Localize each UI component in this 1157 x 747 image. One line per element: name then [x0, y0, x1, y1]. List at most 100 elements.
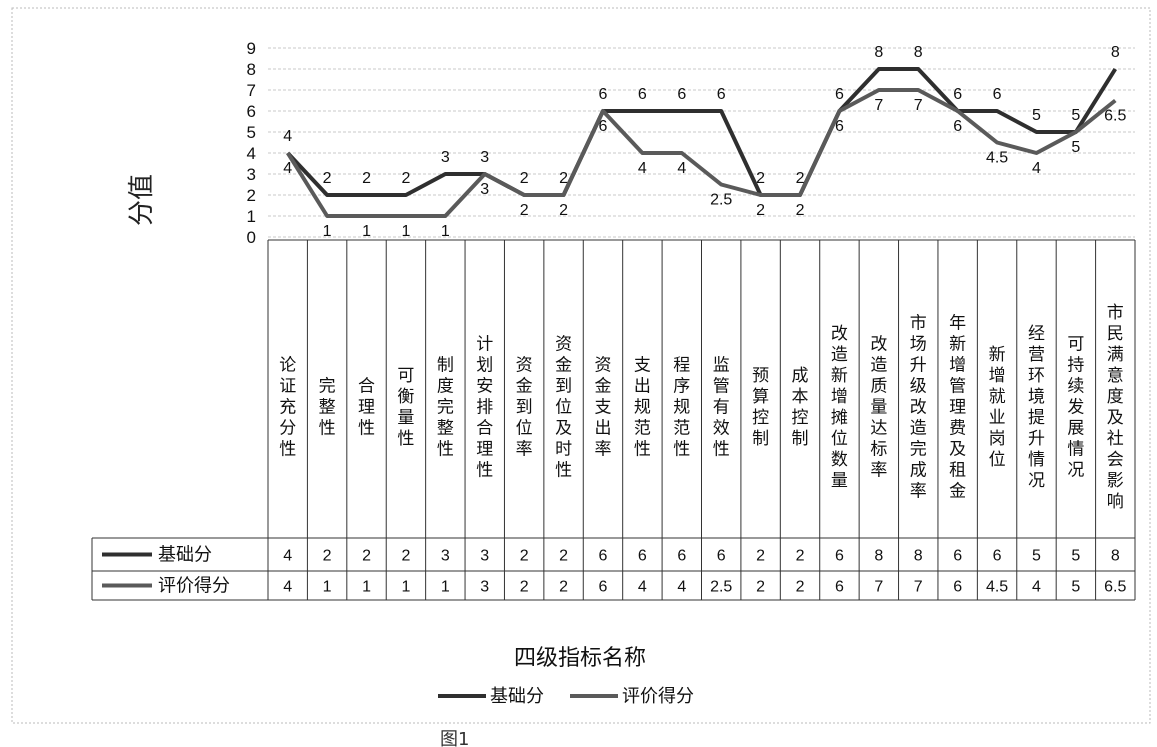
data-label: 6	[717, 86, 726, 103]
category-char: 况	[1028, 471, 1045, 491]
data-label: 6	[599, 118, 608, 135]
category-char: 增	[831, 387, 848, 407]
category-char: 量	[831, 471, 848, 491]
category-char: 率	[910, 482, 927, 502]
table-cell: 4	[283, 548, 292, 565]
data-label: 6	[953, 118, 962, 135]
category-char: 造	[910, 419, 927, 439]
category-char: 升	[910, 356, 927, 376]
category-char: 社	[1107, 429, 1124, 449]
category-char: 响	[1107, 492, 1124, 512]
data-label: 6	[993, 86, 1002, 103]
category-char: 制	[437, 356, 454, 376]
category-char: 合	[358, 377, 375, 397]
category-char: 新	[949, 335, 966, 355]
category-char: 改	[870, 335, 887, 355]
category-char: 增	[949, 356, 966, 376]
category-char: 性	[713, 440, 730, 460]
category-char: 量	[397, 408, 414, 428]
y-tick-label: 6	[247, 102, 256, 121]
data-label: 2	[756, 170, 765, 187]
table-cell: 4	[638, 579, 647, 596]
figure-caption: 图1	[440, 729, 469, 747]
y-axis-title: 分值	[127, 174, 157, 226]
category-char: 理	[476, 440, 493, 460]
legend: 基础分 评价得分	[438, 686, 694, 707]
category-char: 时	[555, 440, 572, 460]
data-label: 2	[796, 170, 805, 187]
category-char: 发	[1067, 398, 1084, 418]
category-char: 改	[831, 324, 848, 344]
data-label: 6	[677, 86, 686, 103]
category-char: 预	[752, 366, 769, 386]
data-label: 1	[323, 223, 332, 240]
category-char: 金	[555, 356, 572, 376]
table-cell: 4	[1032, 579, 1041, 596]
table-cell: 3	[441, 548, 450, 565]
data-label: 1	[401, 223, 410, 240]
category-char: 资	[555, 335, 572, 355]
data-label: 4	[283, 160, 292, 177]
table-cell: 4	[677, 579, 686, 596]
data-table: 论证充分性完整性合理性可衡量性制度完整性计划安排合理性资金到位率资金到位及时性资…	[91, 239, 1136, 601]
y-tick-label: 0	[247, 228, 256, 247]
category-char: 满	[1107, 345, 1124, 365]
category-char: 持	[1067, 356, 1084, 376]
table-cell: 1	[323, 579, 332, 596]
category-char: 年	[949, 314, 966, 334]
category-char: 新	[989, 345, 1006, 365]
category-char: 可	[1067, 335, 1084, 355]
table-cell: 3	[480, 579, 489, 596]
category-char: 展	[1067, 419, 1084, 439]
table-cell: 8	[914, 548, 923, 565]
table-cell: 2	[756, 579, 765, 596]
data-label: 5	[1071, 139, 1080, 156]
category-char: 情	[1028, 450, 1045, 470]
data-label: 7	[874, 97, 883, 114]
table-cell: 7	[874, 579, 883, 596]
data-label: 2	[362, 170, 371, 187]
table-cell: 6	[953, 579, 962, 596]
table-cell: 2	[401, 548, 410, 565]
category-char: 制	[752, 429, 769, 449]
data-label: 4.5	[986, 150, 1008, 167]
table-cell: 8	[874, 548, 883, 565]
table-cell: 6	[638, 548, 647, 565]
table-cell: 1	[401, 579, 410, 596]
category-char: 性	[476, 461, 493, 481]
category-char: 位	[989, 450, 1006, 470]
category-char: 有	[713, 398, 730, 418]
table-cell: 4	[283, 579, 292, 596]
grid-lines	[268, 47, 1135, 238]
y-tick-label: 9	[247, 39, 256, 58]
category-char: 支	[634, 356, 651, 376]
category-char: 位	[555, 398, 572, 418]
category-char: 整	[437, 419, 454, 439]
data-label: 1	[362, 223, 371, 240]
table-cell: 6	[599, 579, 608, 596]
category-char: 及	[555, 419, 572, 439]
category-char: 到	[516, 398, 533, 418]
table-cell: 6	[835, 548, 844, 565]
category-char: 业	[989, 408, 1006, 428]
table-cell: 6	[677, 548, 686, 565]
data-label: 6	[835, 118, 844, 135]
table-legend-label-2: 评价得分	[158, 576, 230, 597]
y-tick-label: 1	[247, 207, 256, 226]
category-char: 费	[949, 419, 966, 439]
category-char: 性	[279, 440, 296, 460]
data-label: 5	[1071, 107, 1080, 124]
category-char: 支	[594, 398, 611, 418]
category-char: 民	[1107, 324, 1124, 344]
category-char: 管	[949, 377, 966, 397]
table-cell: 1	[441, 579, 450, 596]
category-char: 控	[752, 408, 769, 428]
